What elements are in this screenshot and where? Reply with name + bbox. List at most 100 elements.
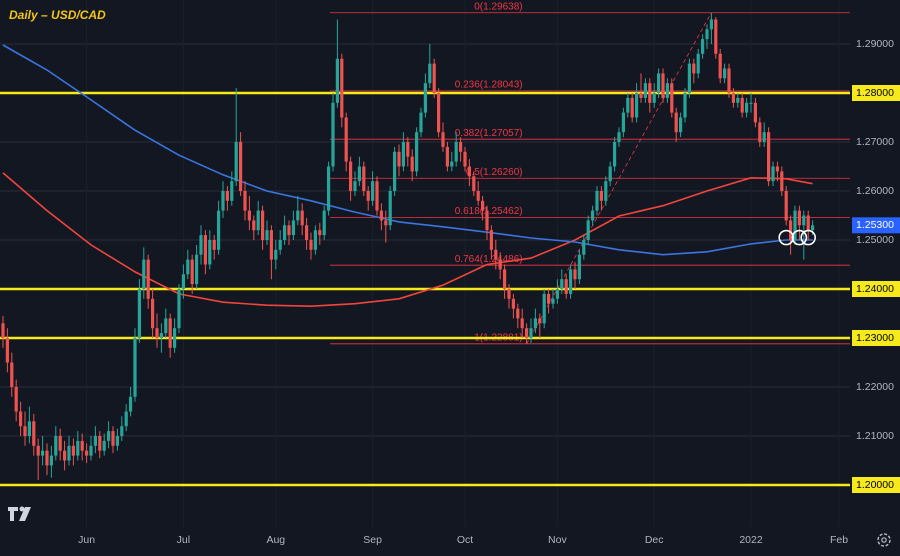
candle-body: [93, 436, 97, 446]
x-tick-label: 2022: [739, 534, 763, 546]
candle-body: [296, 210, 300, 221]
candle-body: [428, 63, 432, 84]
candle-body: [696, 53, 700, 74]
candle-body: [652, 93, 656, 103]
level-tag-label: 1.20000: [856, 479, 894, 491]
fib-label: 0.5(1.26260): [466, 167, 523, 178]
candle-body: [32, 421, 36, 446]
candle-body: [221, 191, 225, 211]
level-tag-label: 1.24000: [856, 283, 894, 295]
candle-body: [278, 240, 282, 250]
gear-center[interactable]: [881, 537, 887, 543]
candle-body: [436, 93, 441, 133]
candle-body: [564, 279, 568, 294]
candle-body: [414, 132, 419, 172]
candle-body: [142, 259, 146, 290]
candle-body: [758, 122, 762, 143]
candle-body: [155, 328, 159, 339]
candle-body: [111, 431, 115, 446]
candle-body: [766, 132, 771, 182]
level-tag: [852, 281, 900, 298]
candle-body: [348, 161, 353, 192]
annotation-circle: [800, 229, 816, 246]
candle-body: [709, 19, 713, 30]
candle-body: [243, 191, 247, 211]
candle-body: [771, 166, 775, 182]
candle-body: [309, 240, 313, 250]
candle-body: [335, 58, 339, 103]
time-axis: [0, 527, 900, 551]
candle-body: [524, 328, 529, 339]
candle-body: [304, 225, 309, 241]
x-tick-label: Oct: [457, 534, 473, 546]
candle-body: [406, 142, 410, 157]
level-tag-label: 1.23000: [856, 332, 894, 344]
x-tick-label: Aug: [266, 534, 285, 546]
logo-part: [8, 507, 18, 521]
candle-body: [80, 440, 84, 451]
candle-body: [265, 230, 269, 241]
candle-body: [661, 73, 665, 98]
candle-body: [190, 259, 194, 285]
gear[interactable]: [877, 533, 891, 547]
candle-body: [168, 318, 172, 348]
y-tick-label: 1.21000: [856, 430, 894, 442]
candle-body: [511, 298, 515, 309]
candle-body: [203, 235, 207, 265]
candle-body: [441, 132, 445, 147]
candle-body: [494, 249, 498, 260]
candle-body: [300, 210, 304, 226]
y-tick-label: 1.25000: [856, 234, 894, 246]
candle-body: [225, 191, 229, 201]
candle-body: [626, 97, 630, 113]
candle-body: [810, 225, 815, 231]
candle-body: [498, 259, 502, 270]
candle-body: [216, 210, 221, 250]
candle-body: [150, 298, 155, 329]
candle-body: [630, 97, 634, 118]
candle-body: [577, 254, 581, 280]
settings-icon[interactable]: [877, 533, 891, 547]
fib-label: 0.236(1.28043): [455, 80, 523, 91]
candle-body: [538, 318, 542, 324]
fib-label: 0.382(1.27057): [455, 128, 523, 139]
level-tag-label: 1.28000: [856, 87, 894, 99]
candle-body: [485, 210, 489, 231]
candle-body: [656, 73, 661, 94]
candle-body: [586, 220, 590, 241]
candle-body: [643, 83, 647, 98]
candle-body: [384, 220, 388, 226]
tradingview-logo: [8, 506, 31, 521]
candle-body: [133, 338, 137, 397]
candle-body: [5, 338, 9, 363]
candle-body: [331, 102, 335, 167]
level-tag: [852, 330, 900, 347]
candle-body: [370, 181, 375, 201]
candle-body: [714, 19, 718, 54]
candle-body: [115, 436, 119, 446]
candle-body: [480, 200, 485, 211]
candle-body: [322, 210, 326, 236]
candle-body: [419, 112, 423, 133]
candle-body: [797, 210, 801, 226]
candle-body: [516, 308, 520, 319]
last-price-tag: [852, 217, 900, 234]
candle-body: [458, 142, 463, 152]
candle-body: [40, 450, 45, 456]
candle-body: [687, 63, 691, 94]
candle-body: [788, 220, 793, 241]
candle-body: [106, 431, 111, 441]
candle-body: [362, 166, 366, 192]
candle-body: [186, 259, 190, 275]
candle-body: [181, 274, 185, 290]
candle-body: [274, 249, 278, 260]
x-tick-label: Sep: [363, 534, 382, 546]
candle-body: [472, 176, 476, 192]
logo-part: [19, 506, 25, 512]
fib-label: 0(1.29638): [474, 1, 522, 12]
candle-body: [375, 181, 379, 211]
fib-label: 0.618(1.25462): [455, 206, 523, 217]
